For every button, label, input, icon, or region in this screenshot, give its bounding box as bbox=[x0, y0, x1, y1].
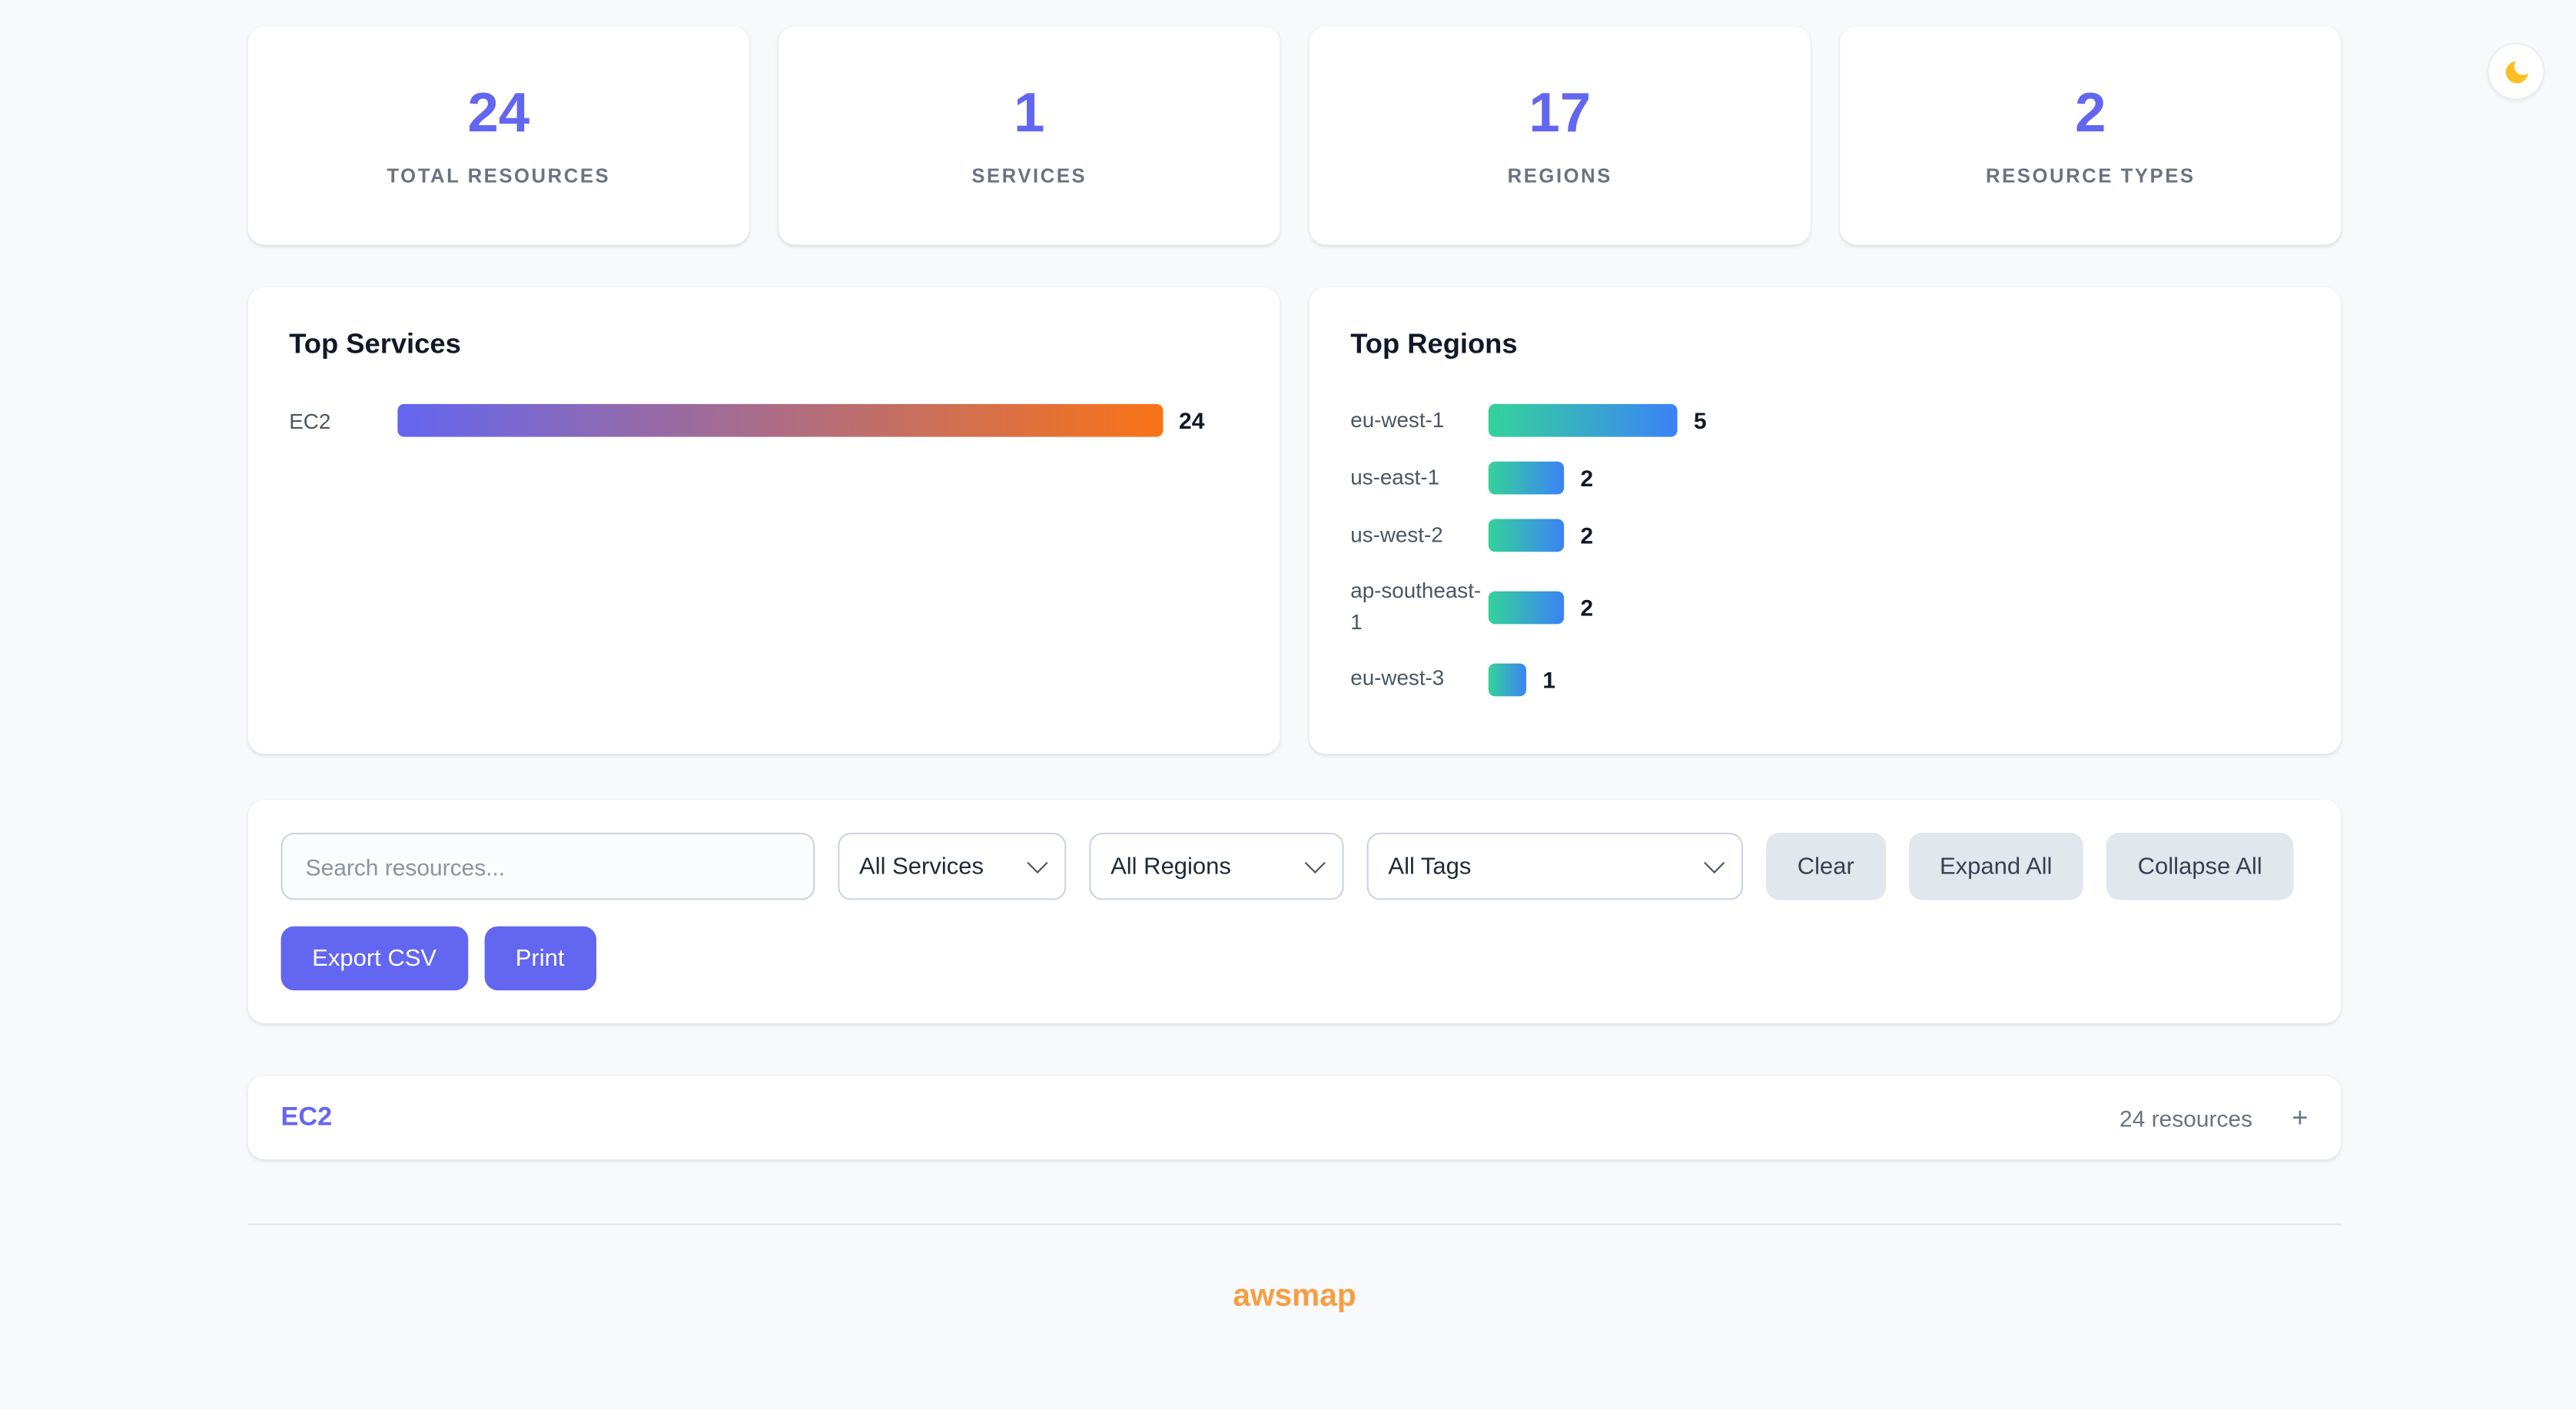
chevron-down-icon bbox=[1704, 852, 1725, 874]
regions-select[interactable]: All Regions bbox=[1089, 832, 1344, 900]
clear-button[interactable]: Clear bbox=[1766, 832, 1886, 900]
export-csv-button[interactable]: Export CSV bbox=[281, 926, 468, 991]
content-column: 24 TOTAL RESOURCES 1 SERVICES 17 REGIONS… bbox=[247, 0, 2342, 1315]
region-bar-label: us-east-1 bbox=[1350, 464, 1440, 489]
collapse-all-button[interactable]: Collapse All bbox=[2106, 832, 2294, 900]
top-regions-title: Top Regions bbox=[1350, 328, 1518, 360]
stat-card-services: 1 SERVICES bbox=[778, 26, 1280, 245]
filter-row: All Services All Regions All Tags Clear … bbox=[281, 832, 2309, 900]
stat-card-total-resources: 24 TOTAL RESOURCES bbox=[247, 26, 749, 245]
footer-divider bbox=[247, 1223, 2342, 1225]
stat-value: 17 bbox=[1529, 81, 1592, 144]
moon-icon bbox=[2501, 57, 2531, 86]
tags-select[interactable]: All Tags bbox=[1366, 832, 1744, 900]
region-bar bbox=[1488, 662, 1526, 696]
region-bar-value: 1 bbox=[1542, 666, 1556, 693]
top-services-card: Top Services EC2 24 bbox=[247, 287, 1280, 754]
expand-all-button[interactable]: Expand All bbox=[1908, 832, 2084, 900]
service-group-name: EC2 bbox=[281, 1102, 333, 1131]
region-bar bbox=[1488, 403, 1678, 437]
stats-row: 24 TOTAL RESOURCES 1 SERVICES 17 REGIONS… bbox=[247, 0, 2342, 245]
region-bar-value: 2 bbox=[1580, 522, 1594, 549]
expand-plus-icon[interactable]: + bbox=[2292, 1102, 2309, 1134]
dark-mode-toggle[interactable] bbox=[2487, 42, 2545, 101]
service-group-row-ec2[interactable]: EC2 24 resources + bbox=[247, 1076, 2342, 1160]
region-bar-value: 2 bbox=[1580, 464, 1594, 492]
stat-card-regions: 17 REGIONS bbox=[1309, 26, 1811, 245]
footer: awsmap bbox=[248, 1279, 2342, 1315]
brand-logo: awsmap bbox=[1233, 1279, 1356, 1315]
region-bar-label: eu-west-1 bbox=[1350, 406, 1445, 432]
service-bar-row: EC2 24 bbox=[289, 403, 1239, 437]
print-button[interactable]: Print bbox=[484, 926, 596, 991]
service-bar-label: EC2 bbox=[289, 408, 331, 433]
tags-select-value: All Tags bbox=[1388, 853, 1472, 880]
service-bar-value: 24 bbox=[1179, 407, 1205, 434]
top-services-title: Top Services bbox=[289, 328, 461, 360]
region-bar-label: us-west-2 bbox=[1350, 521, 1443, 546]
region-bar-row: eu-west-3 1 bbox=[1350, 662, 2300, 696]
stat-label: SERVICES bbox=[971, 163, 1087, 187]
region-bar bbox=[1488, 519, 1565, 552]
stat-value: 2 bbox=[2075, 81, 2106, 144]
stat-value: 24 bbox=[467, 81, 530, 144]
stat-label: TOTAL RESOURCES bbox=[387, 163, 611, 187]
service-group-right: 24 resources + bbox=[2120, 1104, 2309, 1132]
stat-value: 1 bbox=[1014, 81, 1045, 144]
region-bar-row: eu-west-1 5 bbox=[1350, 403, 2300, 437]
chevron-down-icon bbox=[1304, 852, 1326, 874]
regions-select-value: All Regions bbox=[1110, 853, 1231, 880]
region-bar-value: 5 bbox=[1694, 407, 1707, 434]
region-bar-value: 2 bbox=[1580, 594, 1594, 621]
region-bar-row: us-east-1 2 bbox=[1350, 461, 2300, 495]
region-bar-row: ap-southeast-1 2 bbox=[1350, 576, 2300, 638]
actions-row: Export CSV Print bbox=[281, 926, 2309, 991]
services-select[interactable]: All Services bbox=[838, 832, 1067, 900]
stat-label: RESOURCE TYPES bbox=[1986, 163, 2196, 187]
stat-label: REGIONS bbox=[1507, 163, 1612, 187]
services-select-value: All Services bbox=[859, 853, 984, 880]
stat-card-resource-types: 2 RESOURCE TYPES bbox=[1840, 26, 2342, 245]
service-group-count: 24 resources bbox=[2119, 1104, 2253, 1131]
filter-toolbar-card: All Services All Regions All Tags Clear … bbox=[247, 800, 2342, 1023]
region-bar bbox=[1488, 461, 1565, 495]
service-bar bbox=[397, 403, 1163, 437]
charts-row: Top Services EC2 24 Top Regions eu-west-… bbox=[247, 287, 2342, 754]
chevron-down-icon bbox=[1027, 852, 1048, 874]
region-bar-label: ap-southeast-1 bbox=[1350, 578, 1482, 634]
region-bar bbox=[1488, 591, 1565, 625]
region-bar-row: us-west-2 2 bbox=[1350, 519, 2300, 552]
region-bar-label: eu-west-3 bbox=[1350, 665, 1445, 691]
top-regions-card: Top Regions eu-west-1 5 us-east-1 2 us-w… bbox=[1309, 287, 2342, 754]
search-input[interactable] bbox=[281, 832, 815, 900]
